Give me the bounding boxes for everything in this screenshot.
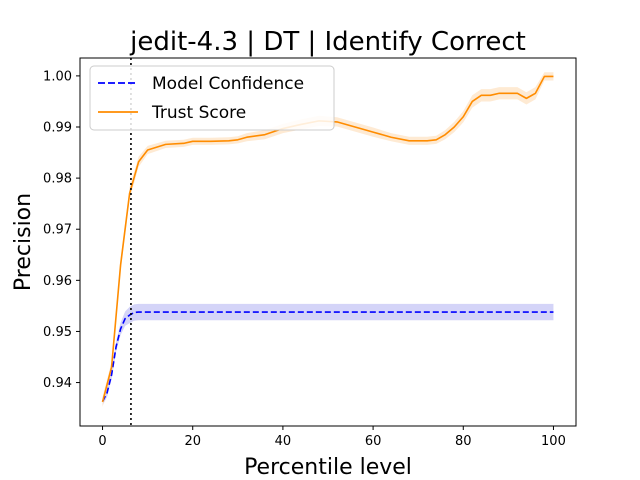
y-axis-ticks: 0.94 0.95 0.96 0.97 0.98 0.99 1.00 (43, 69, 80, 391)
x-tick-label: 20 (184, 434, 201, 449)
y-tick-label: 0.99 (43, 121, 72, 136)
y-tick-label: 0.97 (43, 223, 72, 238)
legend-label-trust-score: Trust Score (151, 103, 246, 123)
y-tick-label: 0.96 (43, 274, 72, 289)
y-axis-label: Precision (11, 193, 36, 291)
model-confidence-band (102, 303, 554, 406)
y-tick-label: 0.98 (43, 172, 72, 187)
plot-frame (79, 57, 577, 427)
legend: Model Confidence Trust Score (89, 65, 335, 131)
trust-score-line (101, 75, 554, 403)
x-tick-label: 0 (98, 434, 106, 449)
y-tick-label: 0.94 (43, 376, 72, 391)
x-axis-label: Percentile level (244, 455, 412, 480)
legend-box (89, 65, 335, 131)
x-tick-label: 40 (275, 434, 292, 449)
x-tick-label: 80 (455, 434, 472, 449)
y-tick-label: 0.95 (43, 325, 72, 340)
x-tick-label: 100 (541, 434, 566, 449)
legend-label-model-confidence: Model Confidence (152, 74, 304, 94)
x-axis-ticks: 0 20 40 60 80 100 (98, 426, 566, 449)
confidence-bands (102, 72, 554, 408)
chart-title: jedit-4.3 | DT | Identify Correct (129, 27, 526, 57)
x-tick-label: 60 (365, 434, 382, 449)
series-lines (101, 75, 554, 403)
y-tick-label: 1.00 (43, 69, 72, 84)
model-confidence-line (101, 311, 554, 402)
